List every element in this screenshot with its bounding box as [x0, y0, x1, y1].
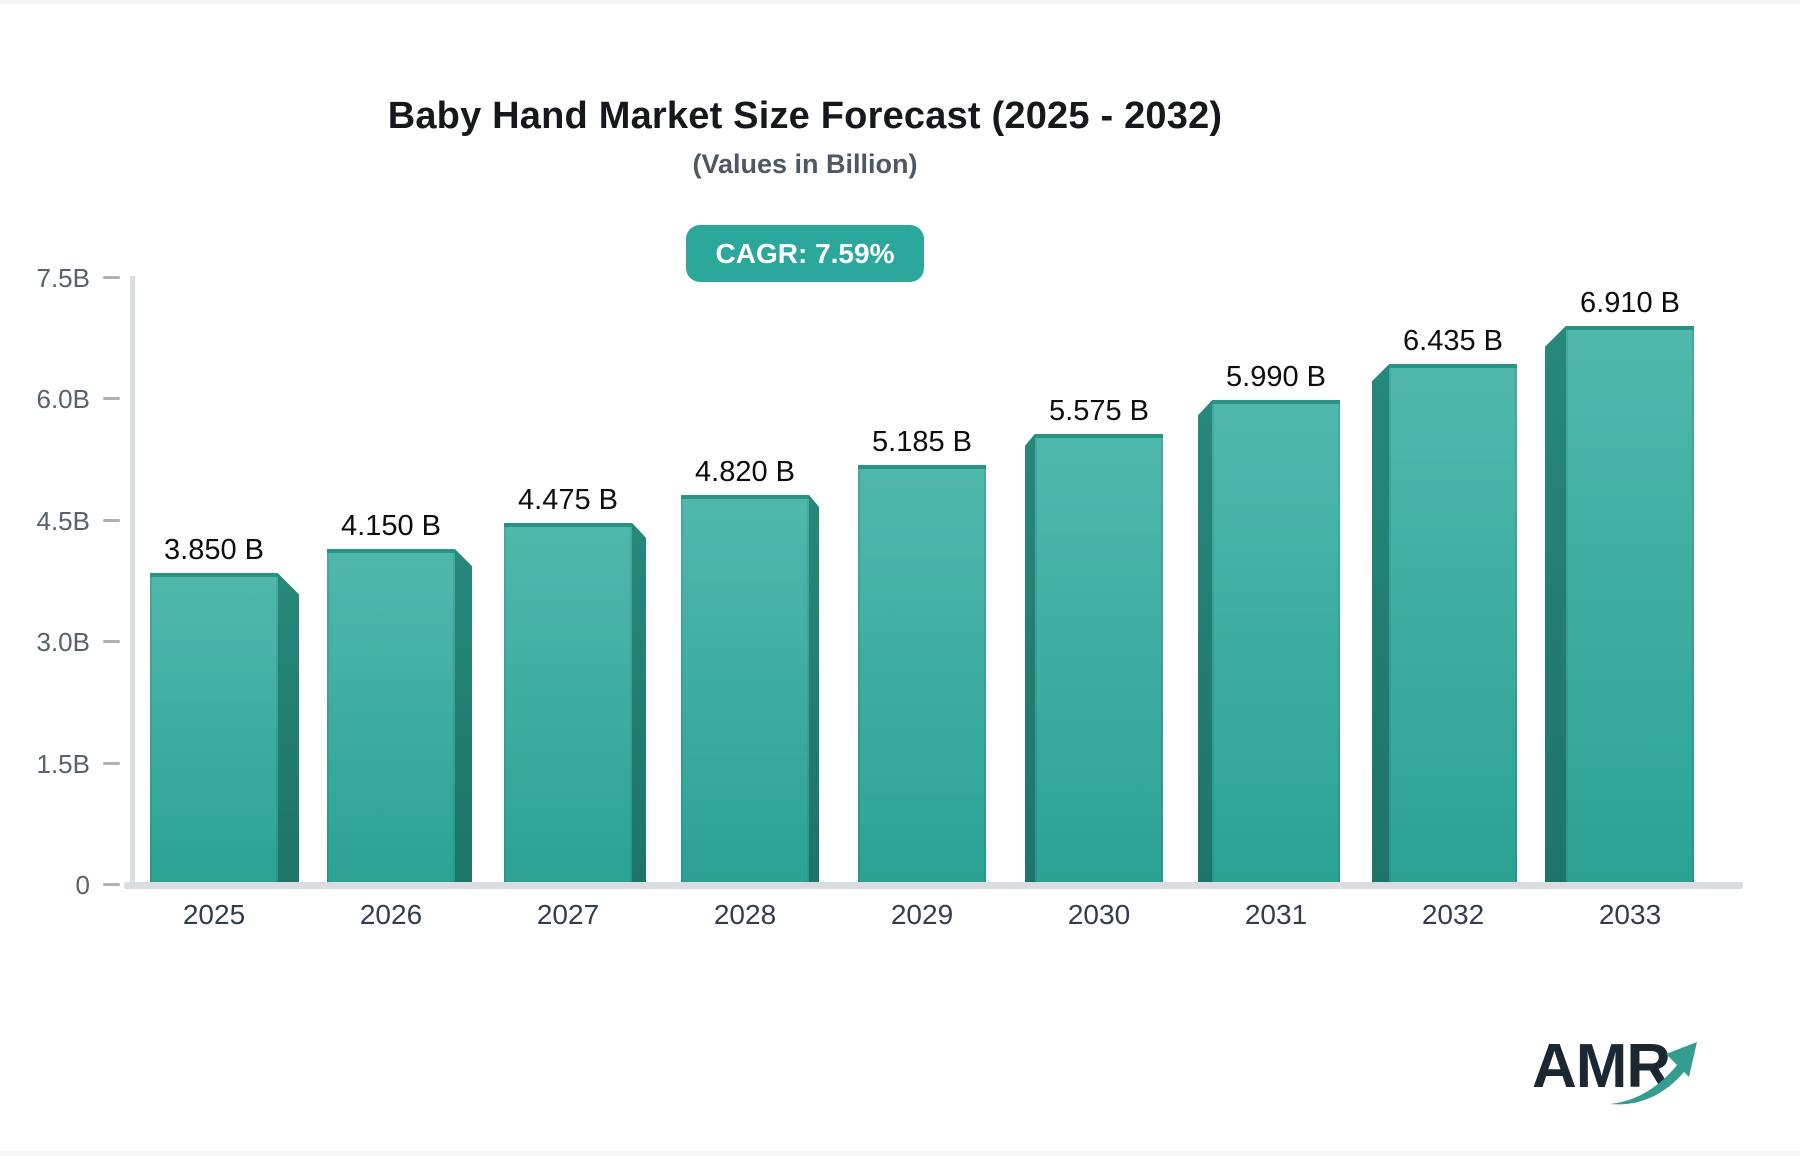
bar-value-label: 3.850 B	[164, 534, 264, 567]
bar-side-panel-2032	[1372, 364, 1389, 885]
subtitle-row: (Values in Billion)	[0, 146, 1610, 182]
cagr-badge: CAGR: 7.59%	[685, 225, 925, 282]
bar-side-panel-2026	[455, 549, 472, 885]
x-axis-label: 2033	[1598, 899, 1662, 930]
x-axis-label: 2032	[1421, 899, 1485, 930]
top-edge-strip	[0, 0, 1800, 4]
y-axis-tick-mark	[103, 640, 120, 644]
bar-value-label: 6.435 B	[1403, 325, 1503, 358]
bar-2031	[1212, 400, 1340, 885]
title-row: Baby Hand Market Size Forecast (2025 - 2…	[0, 92, 1610, 140]
bar-value-label: 4.820 B	[695, 455, 795, 488]
bar-2028	[681, 494, 809, 885]
bar-2030	[1035, 433, 1163, 885]
bar-2026	[327, 549, 455, 885]
y-axis-tick-mark	[103, 883, 120, 886]
bar-2027	[504, 522, 632, 885]
logo-text: AMR	[1532, 1032, 1671, 1101]
x-axis-label: 2025	[182, 899, 246, 930]
x-axis-label: 2027	[536, 899, 600, 930]
bar-value-label: 5.990 B	[1226, 361, 1326, 394]
y-axis-tick-mark	[103, 276, 120, 279]
y-axis-tick-mark	[103, 761, 120, 765]
bar-side-panel-2025	[278, 573, 299, 885]
y-axis-tick-label: 6.0B	[36, 384, 91, 415]
y-axis-tick-mark	[103, 518, 120, 522]
bar-value-label: 6.910 B	[1580, 286, 1680, 319]
bar-value-label: 4.150 B	[341, 510, 441, 543]
y-axis-line	[130, 276, 135, 889]
bar-value-label: 5.575 B	[1049, 394, 1149, 427]
bar-side-panel-2033	[1545, 325, 1566, 885]
brand-logo: AMR	[1532, 1036, 1732, 1126]
cagr-badge-row: CAGR: 7.59%	[0, 225, 1610, 282]
bar-side-panel-2031	[1198, 400, 1212, 885]
x-axis-label: 2028	[713, 899, 777, 930]
x-axis-label: 2031	[1244, 899, 1308, 930]
x-axis-label: 2030	[1067, 899, 1131, 930]
bar-2029	[858, 465, 986, 885]
bar-side-panel-2028	[809, 494, 819, 885]
chart-title: Baby Hand Market Size Forecast (2025 - 2…	[387, 95, 1223, 137]
bar-value-label: 5.185 B	[872, 426, 972, 459]
bar-value-label: 4.475 B	[518, 483, 618, 516]
y-axis-tick-label: 1.5B	[36, 748, 91, 779]
chart-subtitle: (Values in Billion)	[692, 149, 918, 179]
y-axis-tick-label: 3.0B	[36, 627, 91, 658]
x-axis-label: 2026	[359, 899, 423, 930]
y-axis-tick-label: 4.5B	[36, 505, 91, 536]
trending-up-arrow-icon	[1610, 1042, 1697, 1105]
y-axis-tick-mark	[103, 397, 120, 401]
y-axis-tick-label: 7.5B	[36, 263, 91, 293]
bottom-edge-strip	[0, 1151, 1800, 1156]
bar-2025	[150, 573, 278, 885]
x-axis-line	[124, 882, 1743, 889]
x-axis-label: 2029	[890, 899, 954, 930]
bar-2032	[1389, 364, 1517, 885]
bar-2033	[1566, 325, 1694, 885]
bar-side-panel-2027	[632, 522, 646, 885]
bar-side-panel-2030	[1025, 433, 1035, 885]
y-axis-tick-label: 0	[75, 870, 90, 900]
